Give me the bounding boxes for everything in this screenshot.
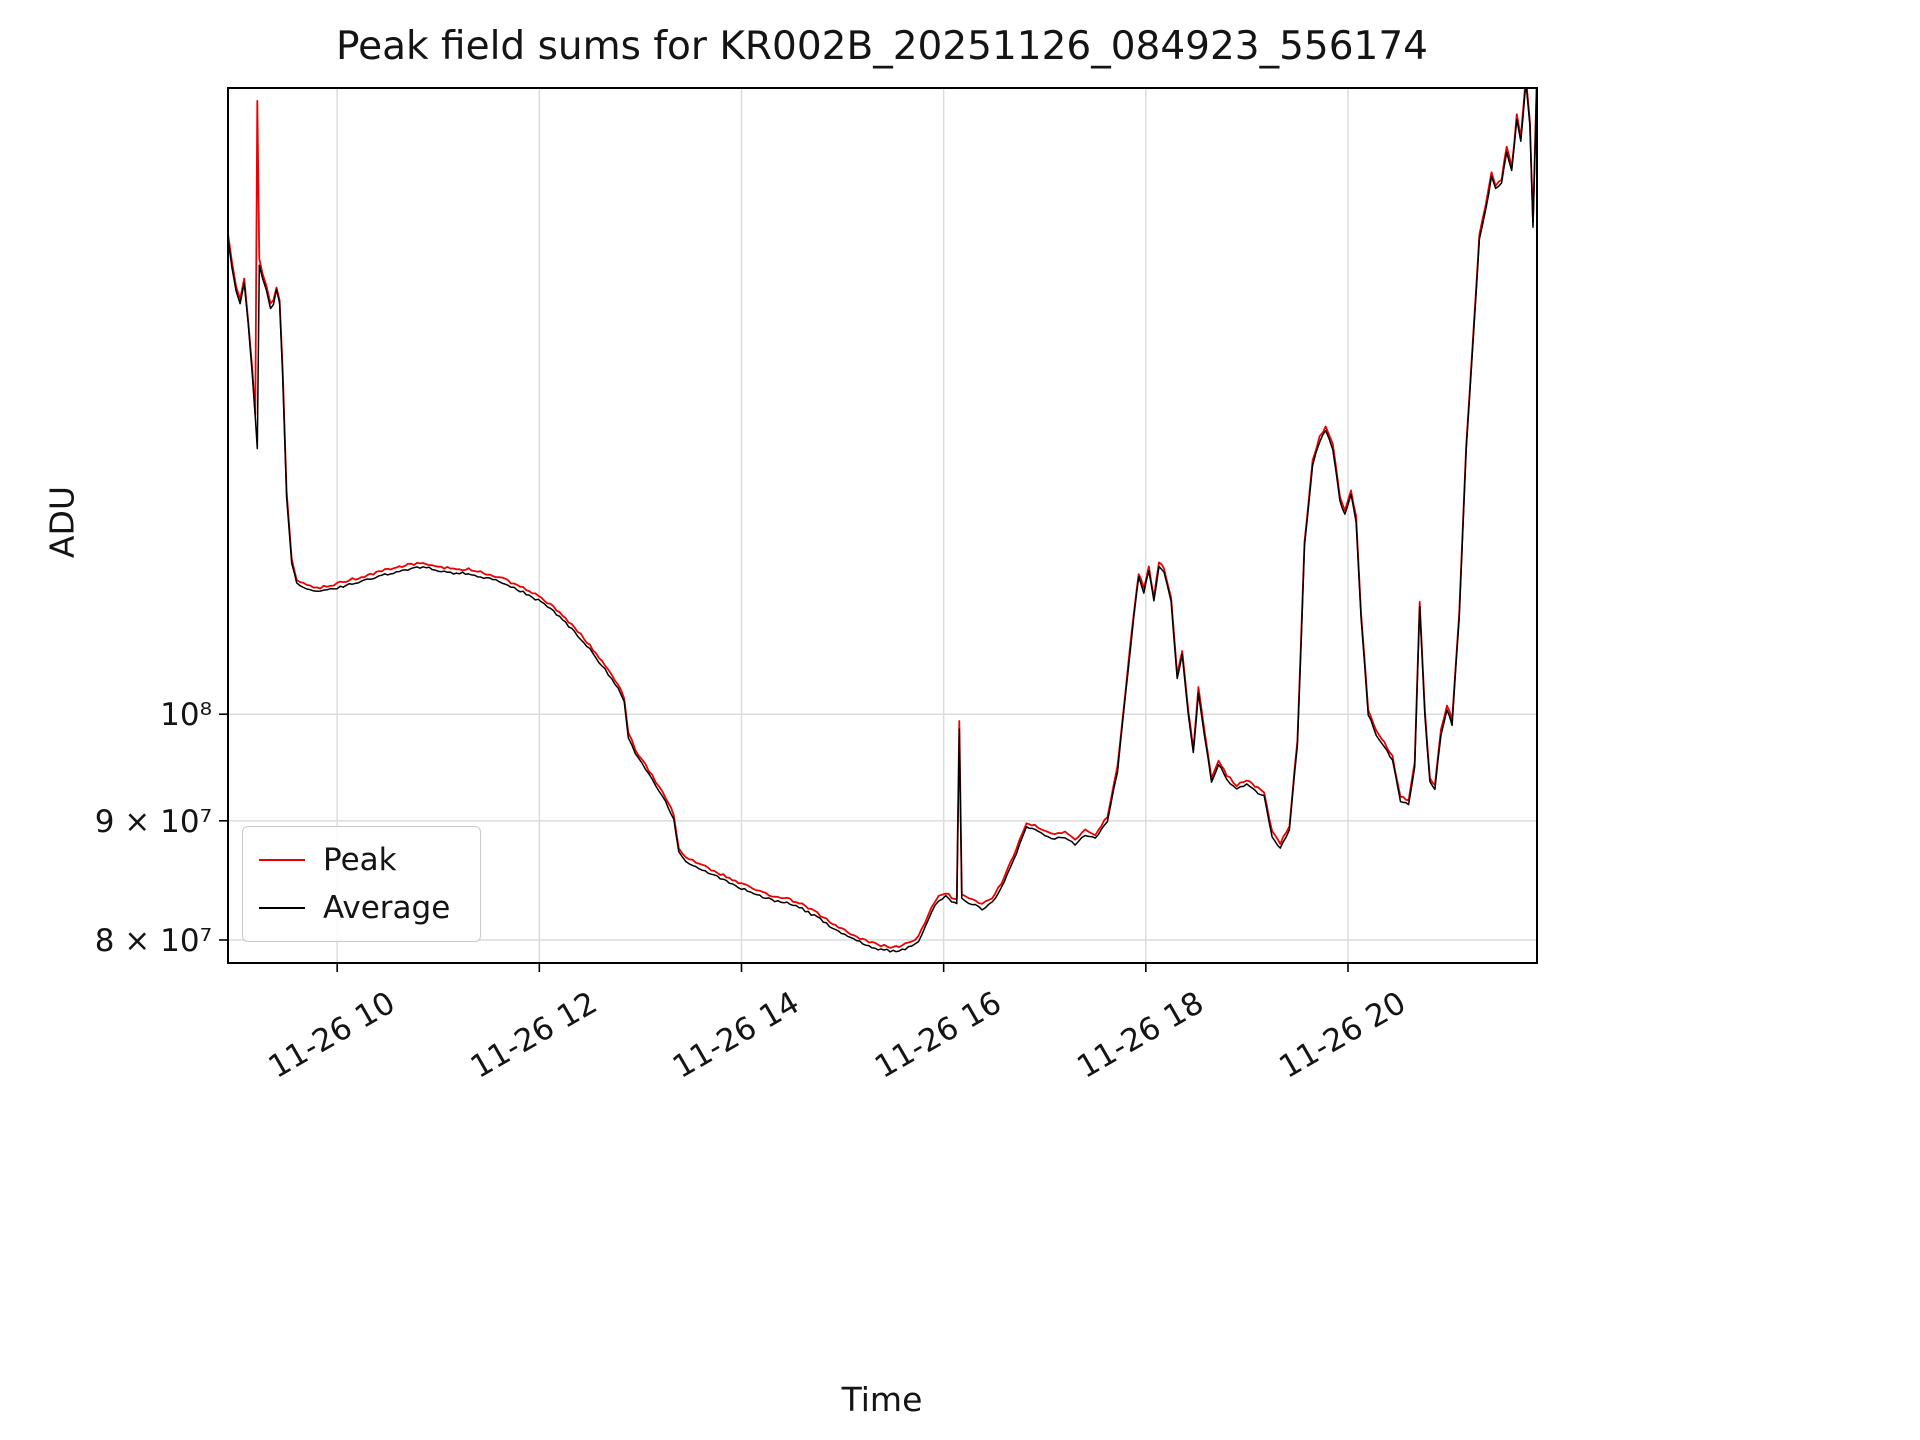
series-line-average [228,88,1537,953]
legend-label-peak: Peak [323,842,397,878]
x-tick-label: 11-26 18 [1071,985,1210,1086]
y-tick-label: 8 × 10⁷ [95,923,212,959]
series-line-peak [228,88,1537,949]
average-line-sample [259,907,305,909]
plot-border [227,87,1538,964]
y-tick-label: 9 × 10⁷ [95,804,212,840]
legend-label-average: Average [323,890,451,926]
x-axis-label: Time [841,1380,923,1419]
chart-title: Peak field sums for KR002B_20251126_0849… [336,24,1428,69]
y-tick-label: 10⁸ [160,697,212,733]
y-axis-label: ADU [42,485,82,559]
legend-entry-average: Average [259,887,450,929]
x-tick-label: 11-26 20 [1273,985,1412,1086]
x-tick-label: 11-26 14 [667,985,806,1086]
legend: Peak Average [242,826,482,942]
x-tick-label: 11-26 12 [465,985,604,1086]
x-tick-label: 11-26 16 [869,985,1008,1086]
x-tick-label: 11-26 10 [262,985,401,1086]
peak-line-sample [259,859,305,861]
legend-entry-peak: Peak [259,839,450,881]
